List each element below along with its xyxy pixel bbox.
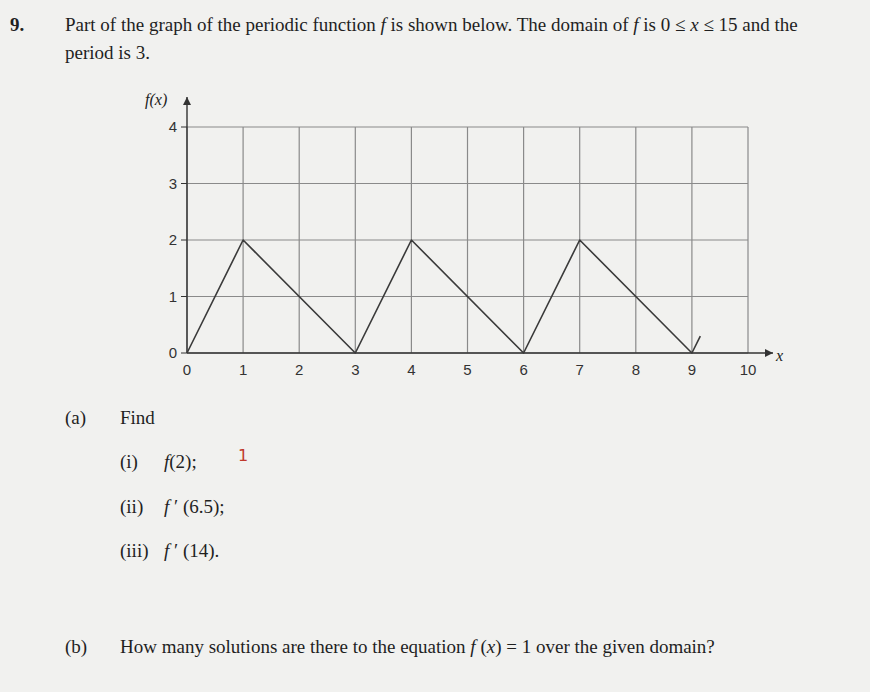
y-tick [181, 353, 187, 354]
part-text: How many solutions are there to the equa… [120, 636, 715, 658]
grid-line [187, 126, 748, 127]
part-label: (a) [65, 407, 86, 429]
text-run: x [487, 636, 495, 657]
text-run: x [690, 14, 698, 35]
text-run: period is 3. [65, 42, 150, 63]
handwritten-mark: 1 [238, 445, 248, 467]
text-run: f [470, 636, 475, 657]
y-axis-label: f(x) [145, 91, 167, 109]
y-tick-label: 3 [169, 175, 177, 192]
x-tick-label: 0 [183, 361, 191, 378]
x-tick-label: 3 [351, 361, 359, 378]
y-tick [181, 240, 187, 241]
text-run: ) = 1 over the given domain? [495, 636, 715, 657]
y-tick [181, 127, 187, 128]
text-run: f [164, 496, 169, 517]
item-text: f ′ (6.5); [164, 496, 225, 518]
plot-area [187, 240, 700, 353]
text-run: ′ (14). [169, 540, 219, 561]
part-text: Find [120, 407, 155, 429]
question-number: 9. [10, 14, 24, 36]
y-tick [181, 296, 187, 297]
intro-line: Part of the graph of the periodic functi… [65, 14, 798, 36]
y-tick-label: 4 [169, 118, 177, 135]
y-tick-label: 2 [169, 231, 177, 248]
item-label: (iii) [120, 540, 149, 562]
text-run: ( [476, 636, 487, 657]
function-line [187, 240, 700, 353]
y-tick-label: 1 [169, 288, 177, 305]
y-tick-label: 0 [169, 344, 177, 361]
x-tick-label: 7 [576, 361, 584, 378]
text-run: is 0 ≤ [639, 14, 691, 35]
item-label: (ii) [120, 496, 143, 518]
y-axis [186, 97, 187, 353]
x-tick-label: 8 [632, 361, 640, 378]
intro-line: period is 3. [65, 42, 150, 64]
item-text: f ′ (14). [164, 540, 219, 562]
text-run: ≤ 15 and the [699, 14, 798, 35]
text-run: is shown below. The domain of [386, 14, 634, 35]
x-arrow [765, 349, 773, 357]
text-run: f [381, 14, 386, 35]
x-tick-label: 5 [463, 361, 471, 378]
x-tick-label: 10 [740, 361, 757, 378]
y-tick [181, 183, 187, 184]
part-label: (b) [65, 636, 87, 658]
x-tick-label: 9 [688, 361, 696, 378]
chart: 01234567891001234f(x)x [0, 0, 870, 692]
text-run: (2); [169, 451, 196, 472]
text-run: f [633, 14, 638, 35]
text-run: Part of the graph of the periodic functi… [65, 14, 381, 35]
grid-line [187, 239, 748, 240]
text-run: f [164, 451, 169, 472]
x-tick-label: 4 [407, 361, 415, 378]
x-axis-label: x [775, 347, 783, 364]
y-arrow [183, 97, 191, 105]
text-run: f [164, 540, 169, 561]
x-tick-label: 6 [519, 361, 527, 378]
item-label: (i) [120, 451, 138, 473]
item-text: f(2); [164, 451, 197, 473]
text-run: How many solutions are there to the equa… [120, 636, 470, 657]
x-tick-label: 2 [295, 361, 303, 378]
grid-line [187, 183, 748, 184]
x-tick-label: 1 [239, 361, 247, 378]
text-run: ′ (6.5); [169, 496, 224, 517]
x-axis [187, 352, 773, 353]
